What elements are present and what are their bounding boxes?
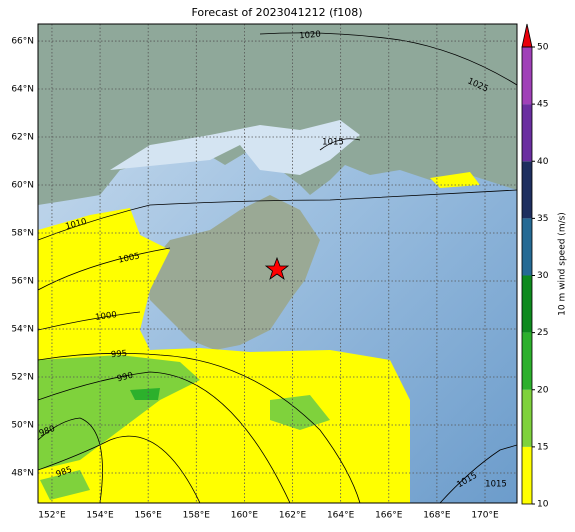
colorbar-tick-label: 50	[537, 43, 549, 53]
lat-label: 48°N	[11, 469, 34, 479]
colorbar-segment	[522, 218, 532, 276]
lon-label: 166°E	[375, 511, 403, 521]
colorbar-segment	[522, 161, 532, 219]
ice	[110, 120, 360, 175]
lat-label: 58°N	[11, 229, 34, 239]
wind-15-20	[38, 355, 330, 500]
colorbar-tick-label: 25	[537, 328, 548, 338]
lat-label: 54°N	[11, 325, 34, 335]
colorbar-tick-label: 30	[537, 271, 549, 281]
lat-label: 52°N	[11, 373, 34, 383]
colorbar-label: 10 m wind speed (m/s)	[558, 212, 568, 316]
graticule	[38, 24, 517, 503]
lon-label: 162°E	[279, 511, 307, 521]
colorbar-segment	[522, 104, 532, 162]
isobar-label: 1015	[485, 480, 507, 490]
colorbar-tick-label: 10	[537, 500, 549, 510]
wind-patch	[430, 172, 480, 188]
isobar-label: 1000	[95, 310, 118, 323]
location-star	[264, 256, 290, 281]
lon-label: 164°E	[327, 511, 355, 521]
lat-label: 62°N	[11, 133, 34, 143]
map-frame	[37, 23, 518, 504]
colorbar-segment	[522, 275, 532, 333]
isobar-label: 995	[111, 349, 128, 360]
wind-10-15	[38, 208, 410, 503]
colorbar-tick-label: 20	[537, 385, 549, 395]
colorbar-extend	[521, 23, 533, 48]
lat-label: 60°N	[11, 181, 34, 191]
isobar-label: 1005	[117, 251, 140, 265]
colorbar-tick-label: 45	[537, 100, 548, 110]
lon-label: 156°E	[134, 511, 162, 521]
colorbar-segment	[522, 446, 532, 504]
colorbar-segment	[522, 47, 532, 105]
isobars	[38, 32, 517, 503]
colorbar-segment	[522, 389, 532, 447]
lon-label: 158°E	[183, 511, 211, 521]
lat-label: 56°N	[11, 277, 34, 287]
lat-label: 66°N	[11, 37, 34, 47]
colorbar-segment	[522, 332, 532, 390]
lon-label: 168°E	[423, 511, 451, 521]
title: Forecast of 2023041212 (f108)	[191, 6, 362, 19]
isobar-label: 1020	[299, 30, 321, 42]
colorbar-tick-label: 35	[537, 214, 548, 224]
colorbar-tick-label: 15	[537, 442, 548, 452]
lon-label: 170°E	[471, 511, 499, 521]
isobar-label: 1015	[322, 138, 344, 148]
map	[38, 24, 517, 503]
land-peninsula	[145, 195, 320, 350]
lat-label: 50°N	[11, 421, 34, 431]
lon-label: 160°E	[231, 511, 259, 521]
lon-label: 154°E	[86, 511, 114, 521]
isobar-label: 990	[116, 371, 134, 385]
lat-label: 64°N	[11, 85, 34, 95]
lon-label: 152°E	[38, 511, 66, 521]
wind-20-25	[130, 388, 160, 400]
colorbar: 10 15 20 25 30 35 40 45 50	[521, 23, 549, 510]
colorbar-tick-label: 40	[537, 157, 549, 167]
